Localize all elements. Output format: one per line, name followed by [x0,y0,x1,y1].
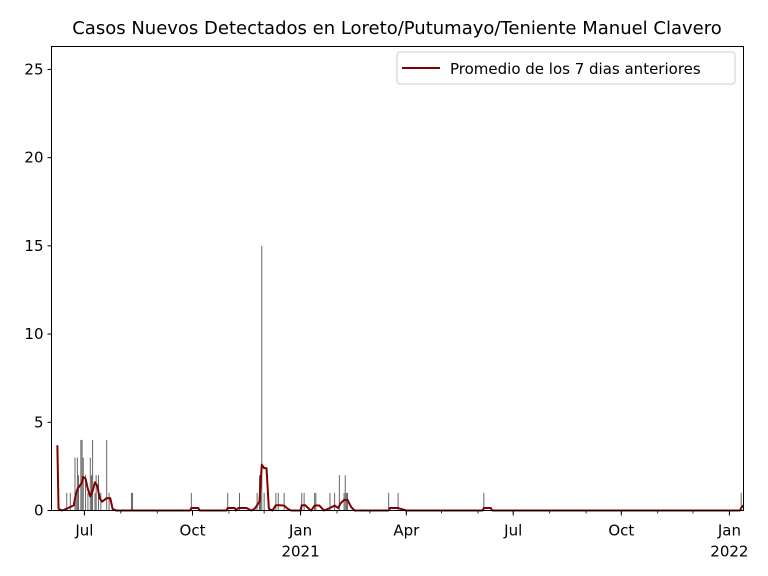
y-tick-label: 25 [24,60,43,78]
legend-box [396,51,736,85]
legend: Promedio de los 7 dias anteriores [396,51,736,85]
legend-label-promedio: Promedio de los 7 dias anteriores [450,60,701,78]
y-tick-label: 20 [24,149,43,167]
chart-title: Casos Nuevos Detectados en Loreto/Putuma… [72,18,722,39]
y-axis: 0 5 10 15 20 25 [24,60,52,520]
x-tick-label: Jan [288,522,312,540]
x-tick-label: Oct [180,522,206,540]
x-tick-label: Jan [717,522,741,540]
plot-frame [51,46,744,511]
x-tick-label: Oct [608,522,634,540]
x-tick-year-label: 2021 [281,543,319,561]
x-tick-label: Apr [393,522,420,540]
plot-area [51,46,744,511]
y-tick-label: 0 [34,502,44,520]
y-tick-label: 15 [24,237,43,255]
x-tick-year-label: 2022 [710,543,748,561]
y-tick-label: 5 [34,413,44,431]
x-tick-label: Jul [74,522,93,540]
line-group [56,445,745,512]
x-axis: Jul Oct Jan 2021 Apr Jul Oct Jan 2022 [74,510,748,561]
y-tick-label: 10 [24,325,43,343]
x-tick-label: Jul [503,522,522,540]
series-line-promedio [56,445,745,512]
